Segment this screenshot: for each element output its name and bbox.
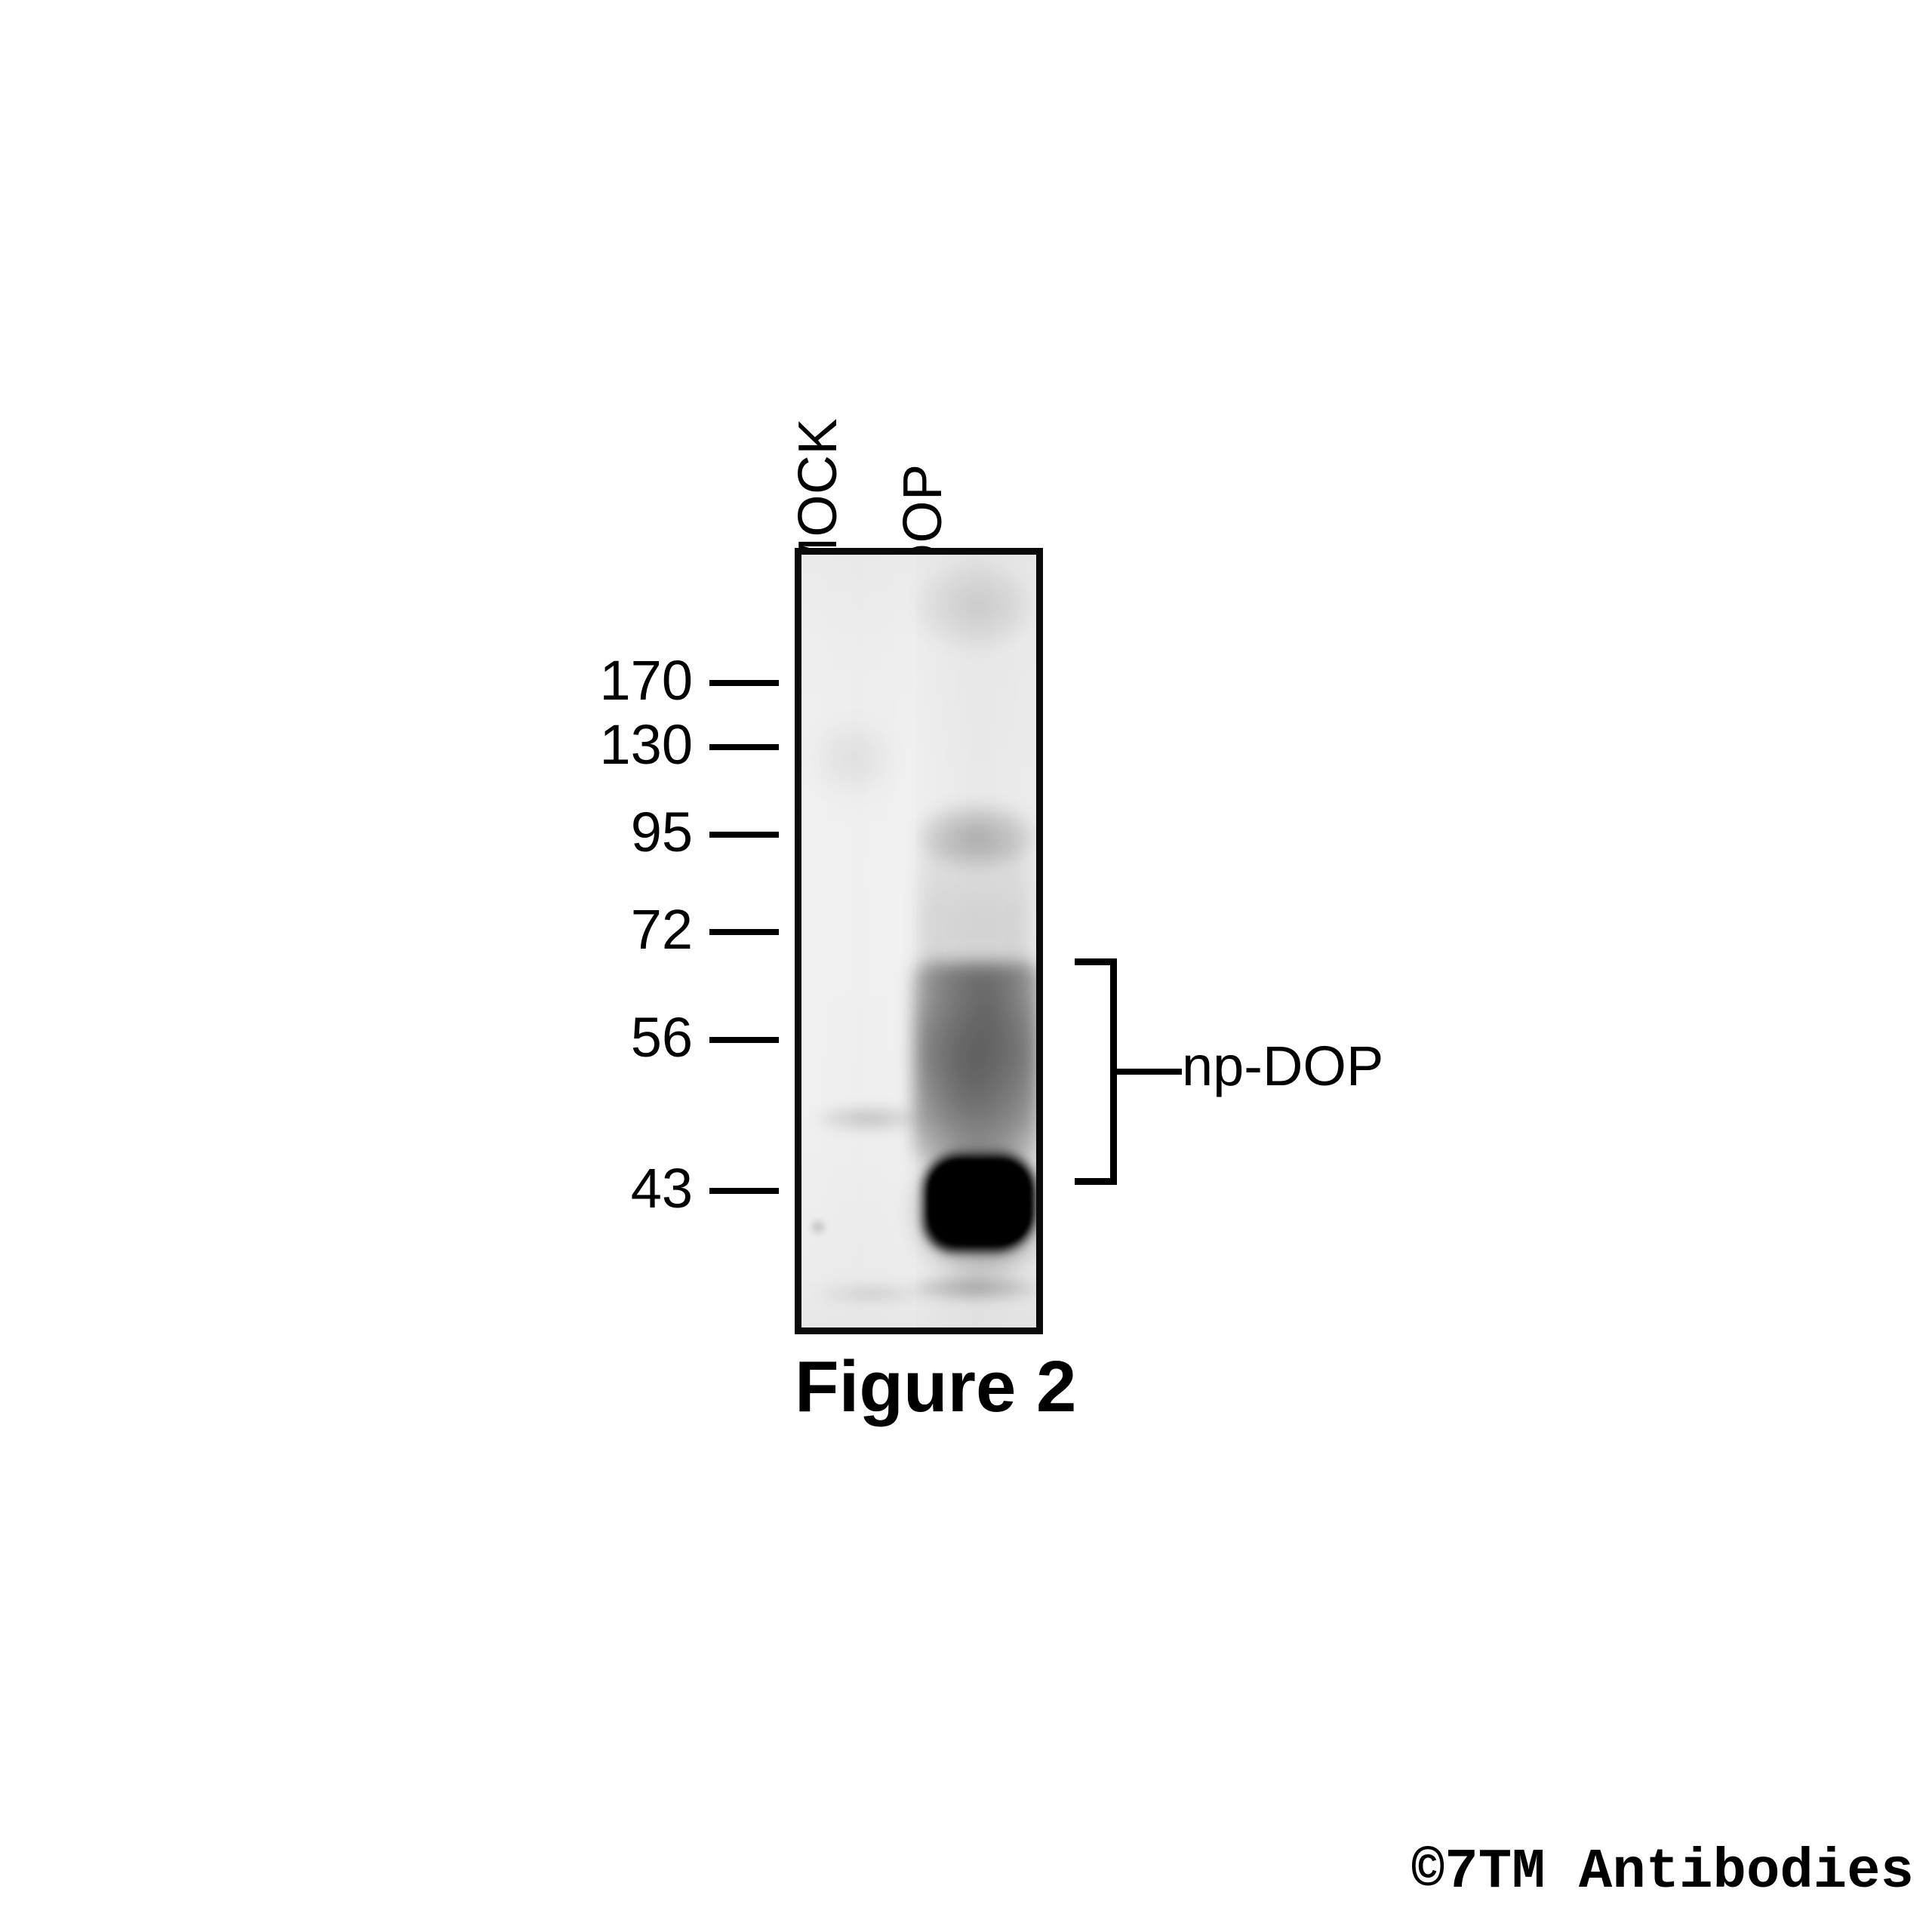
- dop-mid-smear: [918, 841, 1030, 992]
- np-dop-leader-line: [1117, 1069, 1182, 1075]
- marker-56-value: 56: [630, 1006, 693, 1069]
- bracket-arm-bottom: [1075, 1178, 1117, 1185]
- western-blot-image: [795, 548, 1043, 1334]
- bracket-spine: [1110, 958, 1117, 1185]
- marker-72-tick: [709, 929, 779, 935]
- dop-high-mw-smear: [915, 561, 1028, 651]
- mock-band-48kda: [817, 1106, 922, 1131]
- np-dop-bracket: [1075, 958, 1117, 1185]
- bracket-arm-top: [1075, 958, 1117, 965]
- marker-130-tick: [709, 744, 779, 750]
- marker-130-value: 130: [599, 713, 693, 776]
- dop-dye-front-band: [915, 1275, 1036, 1301]
- dop-np-dop-smear: [913, 962, 1036, 1164]
- copyright-notice: ©7TM Antibodies: [1411, 1841, 1914, 1904]
- lane-mock: [801, 555, 916, 1327]
- marker-95-tick: [709, 832, 779, 838]
- marker-72-value: 72: [630, 898, 693, 961]
- np-dop-label: np-DOP: [1182, 1035, 1384, 1097]
- marker-56-tick: [709, 1037, 779, 1043]
- mock-speck: [809, 1219, 827, 1235]
- dop-band-95kda: [916, 804, 1034, 869]
- mock-dye-front-band: [815, 1285, 928, 1302]
- marker-43-tick: [709, 1188, 779, 1194]
- dop-main-band-core: [928, 1160, 1031, 1244]
- marker-95-value: 95: [630, 801, 693, 863]
- marker-170-tick: [709, 680, 779, 686]
- figure-caption: Figure 2: [795, 1346, 1077, 1427]
- mock-blotch-72kda: [808, 717, 898, 800]
- marker-43-value: 43: [630, 1157, 693, 1220]
- marker-170-value: 170: [599, 649, 693, 712]
